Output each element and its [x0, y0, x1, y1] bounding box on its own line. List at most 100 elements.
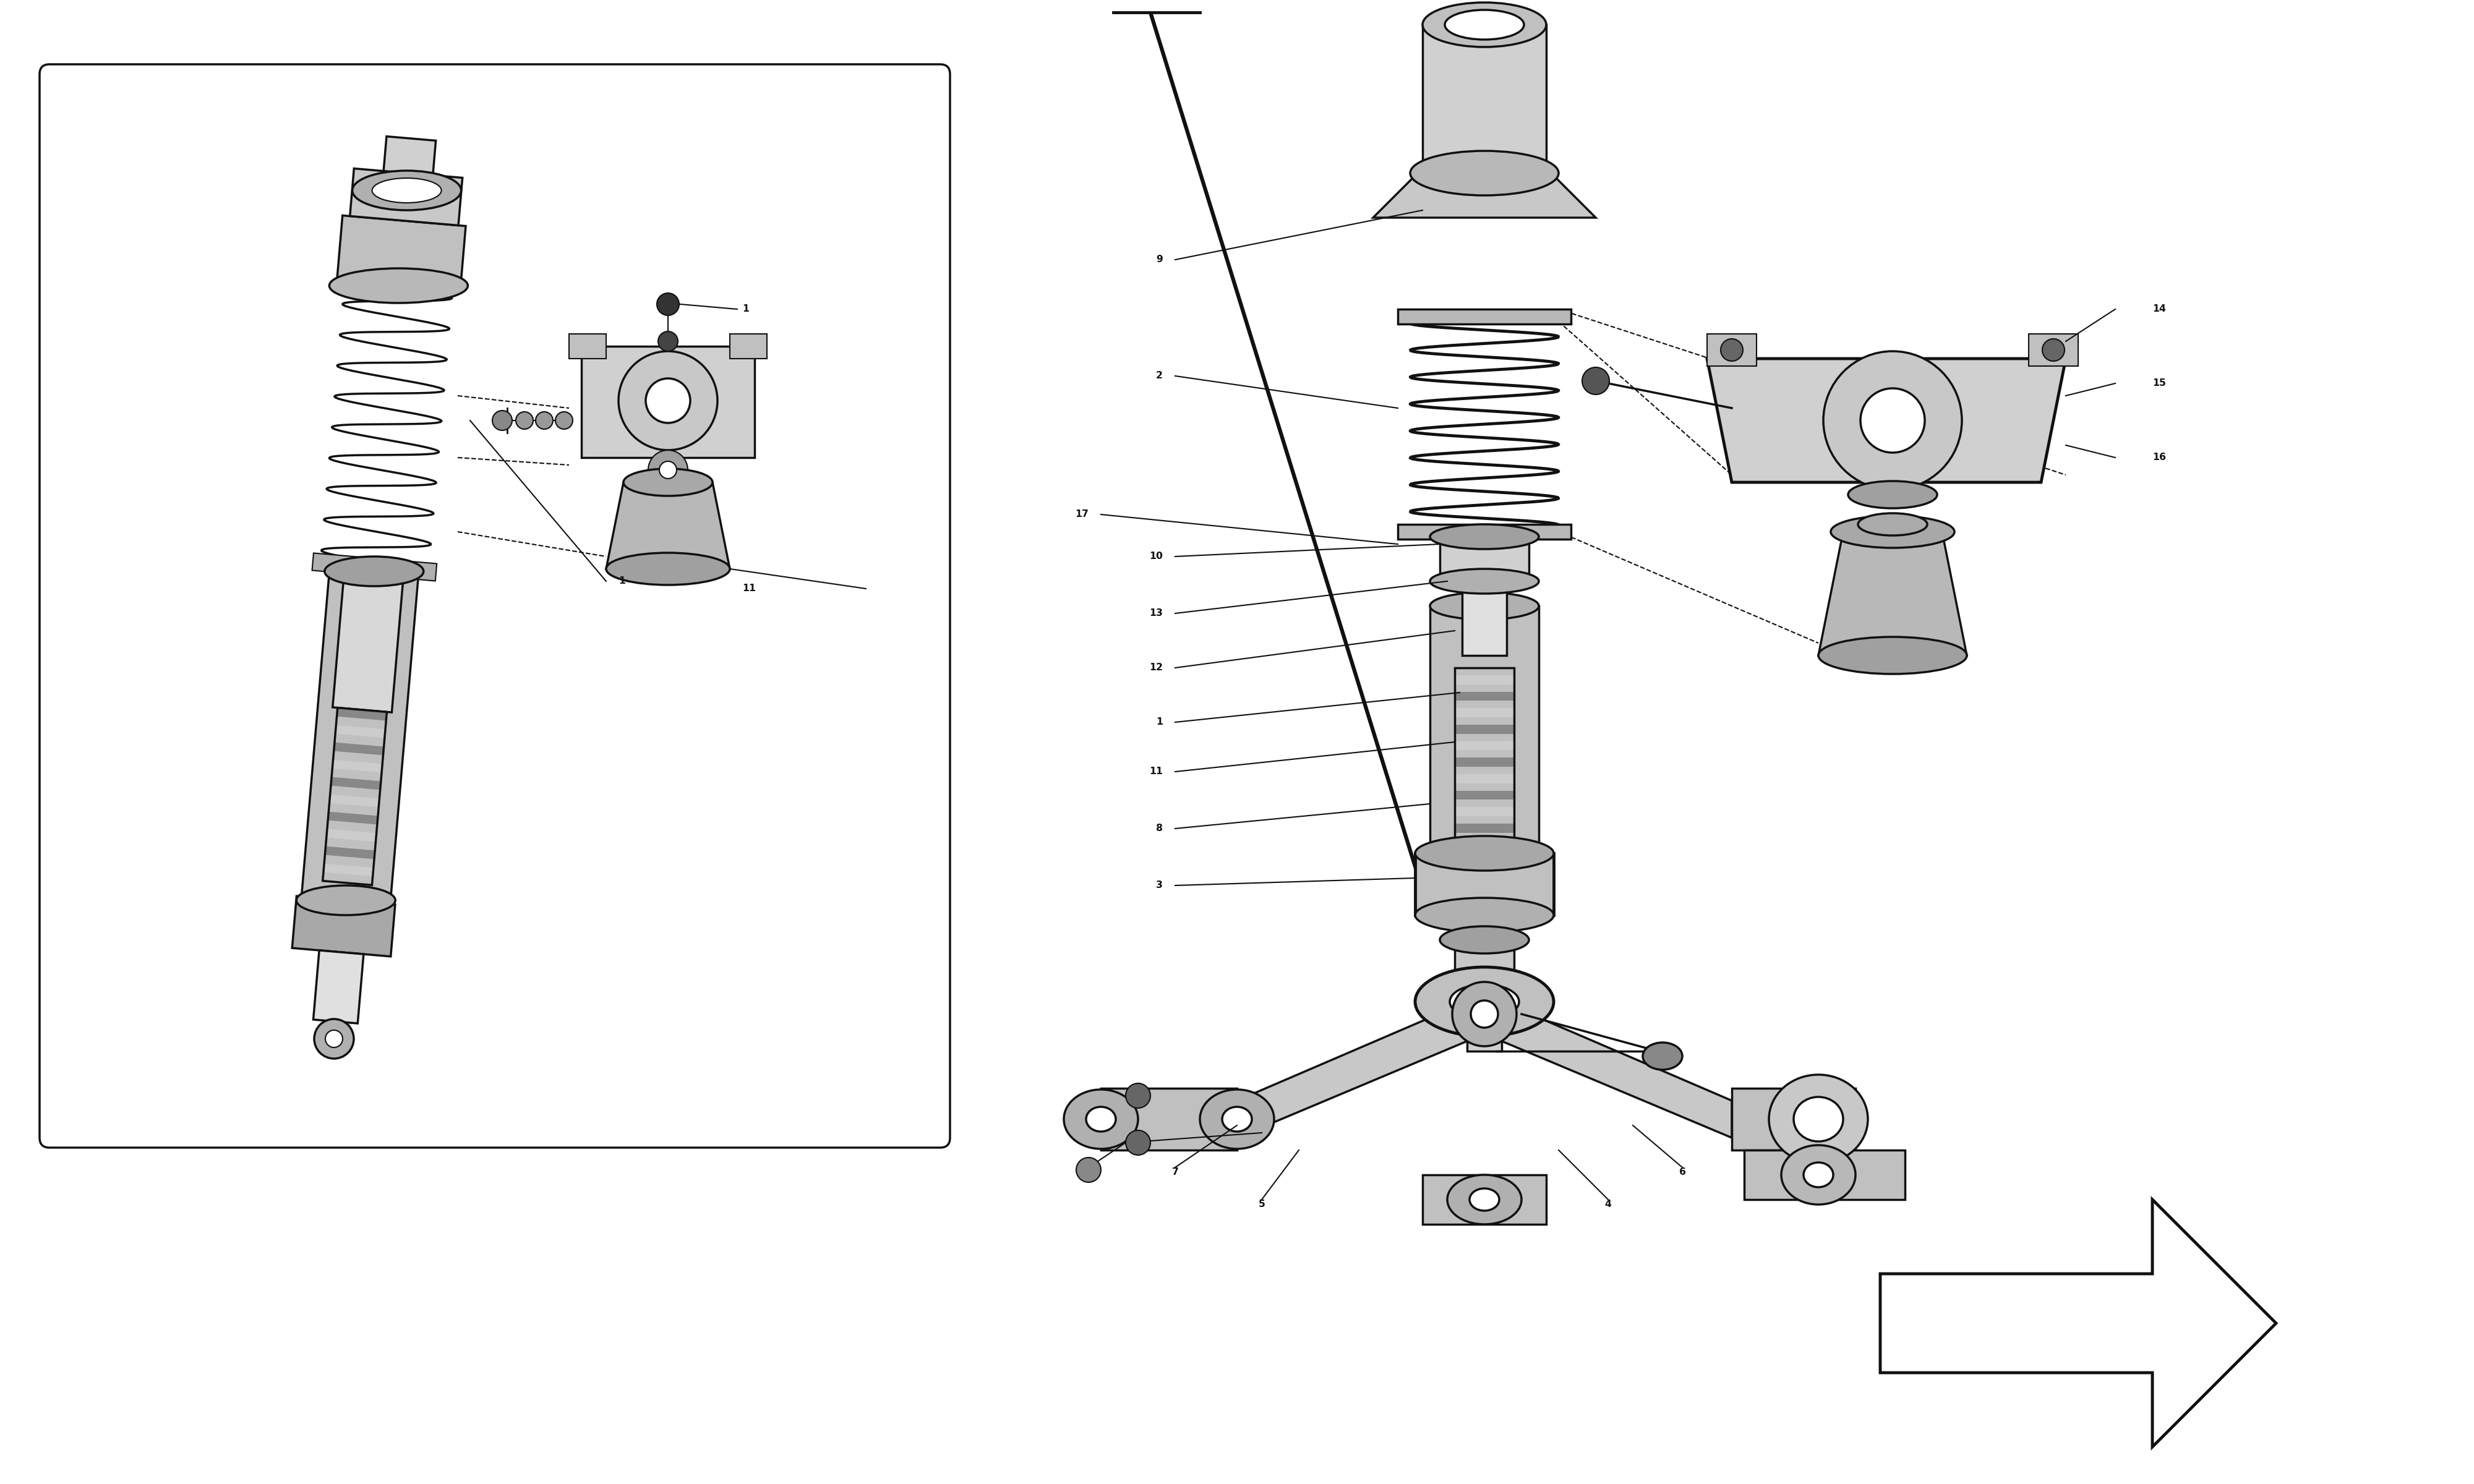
- Polygon shape: [302, 559, 418, 913]
- Ellipse shape: [623, 469, 713, 496]
- Circle shape: [648, 450, 688, 490]
- Bar: [1398, 309, 1571, 324]
- Ellipse shape: [1430, 524, 1539, 549]
- Bar: [1455, 916, 1514, 976]
- Bar: [1455, 791, 1514, 800]
- Circle shape: [1126, 1131, 1150, 1155]
- Bar: [1455, 668, 1514, 865]
- Ellipse shape: [371, 178, 440, 203]
- Bar: [1744, 1150, 1905, 1199]
- Ellipse shape: [1818, 637, 1967, 674]
- Ellipse shape: [324, 556, 423, 586]
- Circle shape: [492, 411, 512, 430]
- Circle shape: [515, 411, 534, 429]
- Polygon shape: [314, 950, 364, 1024]
- Text: 8: 8: [1155, 824, 1163, 833]
- Polygon shape: [334, 742, 383, 755]
- Bar: [1455, 824, 1514, 833]
- Ellipse shape: [1423, 3, 1546, 47]
- Text: 10: 10: [1150, 552, 1163, 561]
- Polygon shape: [332, 568, 403, 712]
- Circle shape: [2044, 338, 2063, 361]
- Text: 15: 15: [2152, 378, 2165, 387]
- Text: 9: 9: [1155, 255, 1163, 264]
- Bar: [1455, 775, 1514, 784]
- Polygon shape: [569, 334, 606, 359]
- Circle shape: [327, 1030, 341, 1048]
- Ellipse shape: [1769, 1074, 1868, 1163]
- Polygon shape: [1880, 1199, 2276, 1447]
- Ellipse shape: [1450, 984, 1519, 1020]
- Ellipse shape: [1447, 1175, 1522, 1224]
- Polygon shape: [1237, 994, 1732, 1138]
- Polygon shape: [1373, 168, 1596, 218]
- Polygon shape: [1707, 334, 1757, 367]
- Polygon shape: [329, 812, 379, 825]
- Polygon shape: [606, 482, 730, 568]
- Text: 6: 6: [1680, 1168, 1685, 1177]
- Polygon shape: [336, 215, 465, 291]
- Bar: [1430, 605, 1539, 853]
- Polygon shape: [581, 346, 755, 457]
- Text: 16: 16: [2152, 453, 2165, 462]
- Polygon shape: [312, 554, 438, 580]
- Circle shape: [1126, 1083, 1150, 1109]
- Bar: [1398, 524, 1571, 539]
- Polygon shape: [329, 794, 379, 807]
- Circle shape: [1076, 1158, 1101, 1183]
- Circle shape: [1452, 982, 1517, 1046]
- Circle shape: [1470, 1000, 1499, 1027]
- Circle shape: [658, 331, 678, 352]
- Polygon shape: [336, 708, 386, 721]
- Ellipse shape: [1410, 151, 1559, 196]
- Circle shape: [658, 292, 678, 315]
- Circle shape: [1860, 389, 1925, 453]
- Circle shape: [1722, 338, 1742, 361]
- Text: 12: 12: [1150, 663, 1163, 672]
- Polygon shape: [1818, 531, 1967, 656]
- Ellipse shape: [1086, 1107, 1116, 1131]
- Bar: [1455, 856, 1514, 865]
- Bar: [1455, 741, 1514, 751]
- Text: 1: 1: [618, 577, 626, 586]
- Ellipse shape: [297, 886, 396, 916]
- Ellipse shape: [1831, 515, 1954, 548]
- Text: 3: 3: [1155, 881, 1163, 890]
- Polygon shape: [2029, 334, 2078, 367]
- Ellipse shape: [1440, 926, 1529, 953]
- Polygon shape: [1707, 359, 2066, 482]
- Bar: [1440, 537, 1529, 582]
- Polygon shape: [730, 334, 767, 359]
- Text: 7: 7: [1173, 1168, 1178, 1177]
- Bar: [1732, 1088, 1856, 1150]
- Ellipse shape: [1222, 1107, 1252, 1131]
- Text: 11: 11: [1148, 767, 1163, 776]
- Ellipse shape: [351, 171, 460, 211]
- Polygon shape: [324, 846, 376, 859]
- Bar: [1462, 576, 1507, 656]
- Circle shape: [618, 352, 717, 450]
- Polygon shape: [336, 726, 386, 738]
- Circle shape: [658, 462, 678, 478]
- Text: 5: 5: [1259, 1199, 1264, 1209]
- Ellipse shape: [1415, 898, 1554, 932]
- Text: 1: 1: [1155, 718, 1163, 727]
- Ellipse shape: [1804, 1162, 1833, 1187]
- Ellipse shape: [1430, 568, 1539, 594]
- Circle shape: [1823, 352, 1962, 490]
- Bar: [1415, 853, 1554, 916]
- Polygon shape: [332, 760, 383, 773]
- Text: 11: 11: [742, 585, 757, 594]
- Ellipse shape: [1445, 10, 1524, 40]
- Ellipse shape: [1470, 1189, 1499, 1211]
- Circle shape: [554, 411, 574, 429]
- Circle shape: [646, 378, 690, 423]
- Circle shape: [314, 1020, 354, 1058]
- Bar: [1455, 840, 1514, 849]
- Text: 1: 1: [742, 304, 750, 313]
- Text: 13: 13: [1150, 608, 1163, 617]
- Bar: [1101, 1088, 1237, 1150]
- Polygon shape: [292, 896, 396, 957]
- Polygon shape: [379, 137, 435, 223]
- Bar: [1423, 25, 1546, 174]
